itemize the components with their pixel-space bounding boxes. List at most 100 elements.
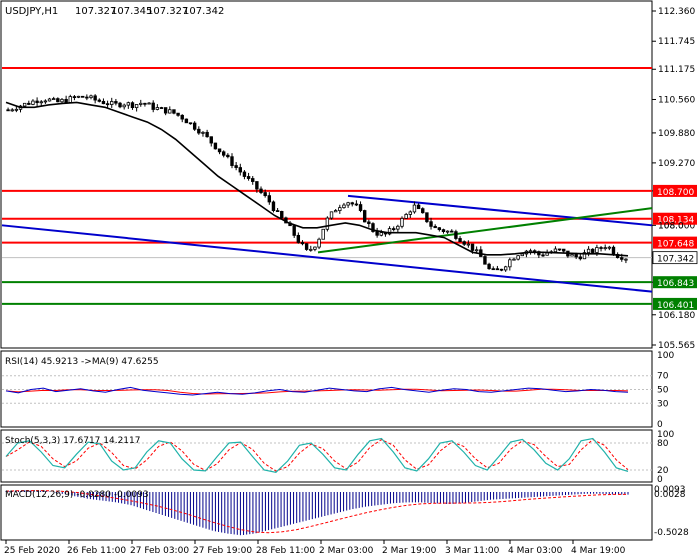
candle [333,209,338,213]
candle [412,201,417,214]
candle [47,97,52,102]
candle [230,153,234,169]
candle [483,254,487,265]
candle [56,97,60,103]
candle [114,98,118,106]
candle [512,257,516,261]
candle [197,126,201,135]
level-badge-label: 106.401 [657,301,694,311]
candle [400,216,404,229]
symbol-label: USDJPY,H1 [5,6,58,17]
candle [51,96,56,101]
y-tick-label: 109.880 [658,129,695,139]
y-tick-label: 109.270 [658,159,695,169]
candle [192,121,197,131]
candle [416,203,421,210]
candle [27,100,31,106]
candle [234,161,238,171]
y-tick-label: 112.360 [658,7,695,17]
macd-label: MACD(12,26,9) -0.0280 -0.0093 [5,490,149,500]
level-badge [653,184,697,197]
candle [147,102,151,105]
candle [309,245,313,252]
current-price-badge [652,251,698,265]
candle [184,118,189,124]
candle [31,99,35,106]
candle [155,104,160,111]
candle [255,181,259,193]
candle [450,229,454,233]
ohlc-open: 107.327 [75,6,116,17]
level-badge [653,212,697,225]
rsi-layer: 100 70 50 30 0 [2,351,674,430]
candle [487,262,491,270]
rsi-line [5,386,629,396]
stoch-tick-label: 0 [657,475,663,485]
candle [251,176,255,185]
candle [6,107,10,112]
candle [280,210,284,219]
rsi-tick-label: 50 [657,386,669,396]
rsi-label: RSI(14) 45.9213 ->MA(9) 47.6255 [5,357,159,367]
macd-signal-line [5,490,629,534]
main-pane[interactable] [0,0,653,349]
candle [110,97,114,108]
x-tick-label: 2 Mar 19:00 [382,546,437,556]
x-tick-label: 3 Mar 11:00 [445,546,500,556]
ohlc-close: 107.342 [183,6,224,17]
ohlc-low: 107.327 [147,6,188,17]
stoch-pane[interactable] [0,429,653,483]
macd-tick-label: -0.5028 [654,528,689,538]
x-tick-label: 26 Feb 11:00 [67,546,126,556]
candle [508,257,512,271]
candle [205,129,209,138]
candle [85,94,89,101]
candle [553,246,558,253]
macd-tick-label: 0.0028 [654,490,686,500]
stoch-label: Stoch(5,3,3) 17.6717 14.2117 [5,436,140,446]
candle [441,228,446,234]
candle [599,246,603,252]
candle [329,211,334,220]
channel-upper-line [347,194,653,227]
candle [209,136,213,147]
candle [321,228,325,240]
candle [392,226,396,232]
candle [275,208,280,213]
macd-tick-label: 0.0093 [654,485,686,495]
main-price-layer: 112.360 111.745 111.175 110.560 109.880 109.2… [1,7,698,556]
candle [168,106,172,114]
candle [425,212,429,224]
candle [408,210,412,219]
candle [176,112,180,117]
candle [516,255,520,261]
candle [607,245,612,251]
rsi-ma-line [5,388,629,395]
candle [338,204,342,214]
candle [159,106,164,109]
candle [246,172,251,181]
rsi-tick-label: 70 [657,372,669,382]
uptrend-line [317,207,653,254]
x-tick-label: 27 Feb 19:00 [193,546,252,556]
candle [188,122,193,125]
candle [433,224,437,229]
candle [557,248,562,251]
candle [263,189,267,198]
candle [371,222,375,233]
x-tick-label: 2 Mar 03:00 [319,546,374,556]
x-tick-label: 25 Feb 2020 [4,546,60,556]
y-tick-label: 105.565 [658,341,695,351]
candle [143,102,147,107]
candle [81,95,85,98]
candle [296,232,301,244]
candle [503,265,508,272]
candle [139,99,143,107]
candle [350,201,354,207]
candle [151,100,155,113]
stoch-tick-label: 100 [657,430,674,440]
candle [226,153,230,159]
candle [429,217,433,230]
level-badge-label: 106.843 [657,279,694,289]
